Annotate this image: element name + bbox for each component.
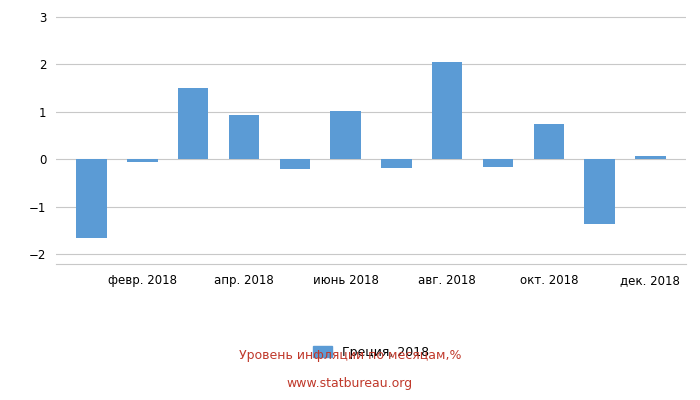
Bar (483, 159, 513, 168)
Legend: Греция, 2018: Греция, 2018 (308, 341, 434, 364)
Bar (533, 124, 564, 159)
Bar (178, 88, 209, 159)
Bar (229, 115, 259, 159)
Bar (382, 159, 412, 168)
Bar (279, 159, 310, 169)
Bar (635, 156, 666, 159)
Text: www.statbureau.org: www.statbureau.org (287, 378, 413, 390)
Bar (432, 62, 463, 159)
Bar (584, 159, 615, 224)
Bar (127, 159, 158, 162)
Text: Уровень инфляции по месяцам,%: Уровень инфляции по месяцам,% (239, 350, 461, 362)
Bar (330, 111, 360, 159)
Bar (76, 159, 107, 238)
